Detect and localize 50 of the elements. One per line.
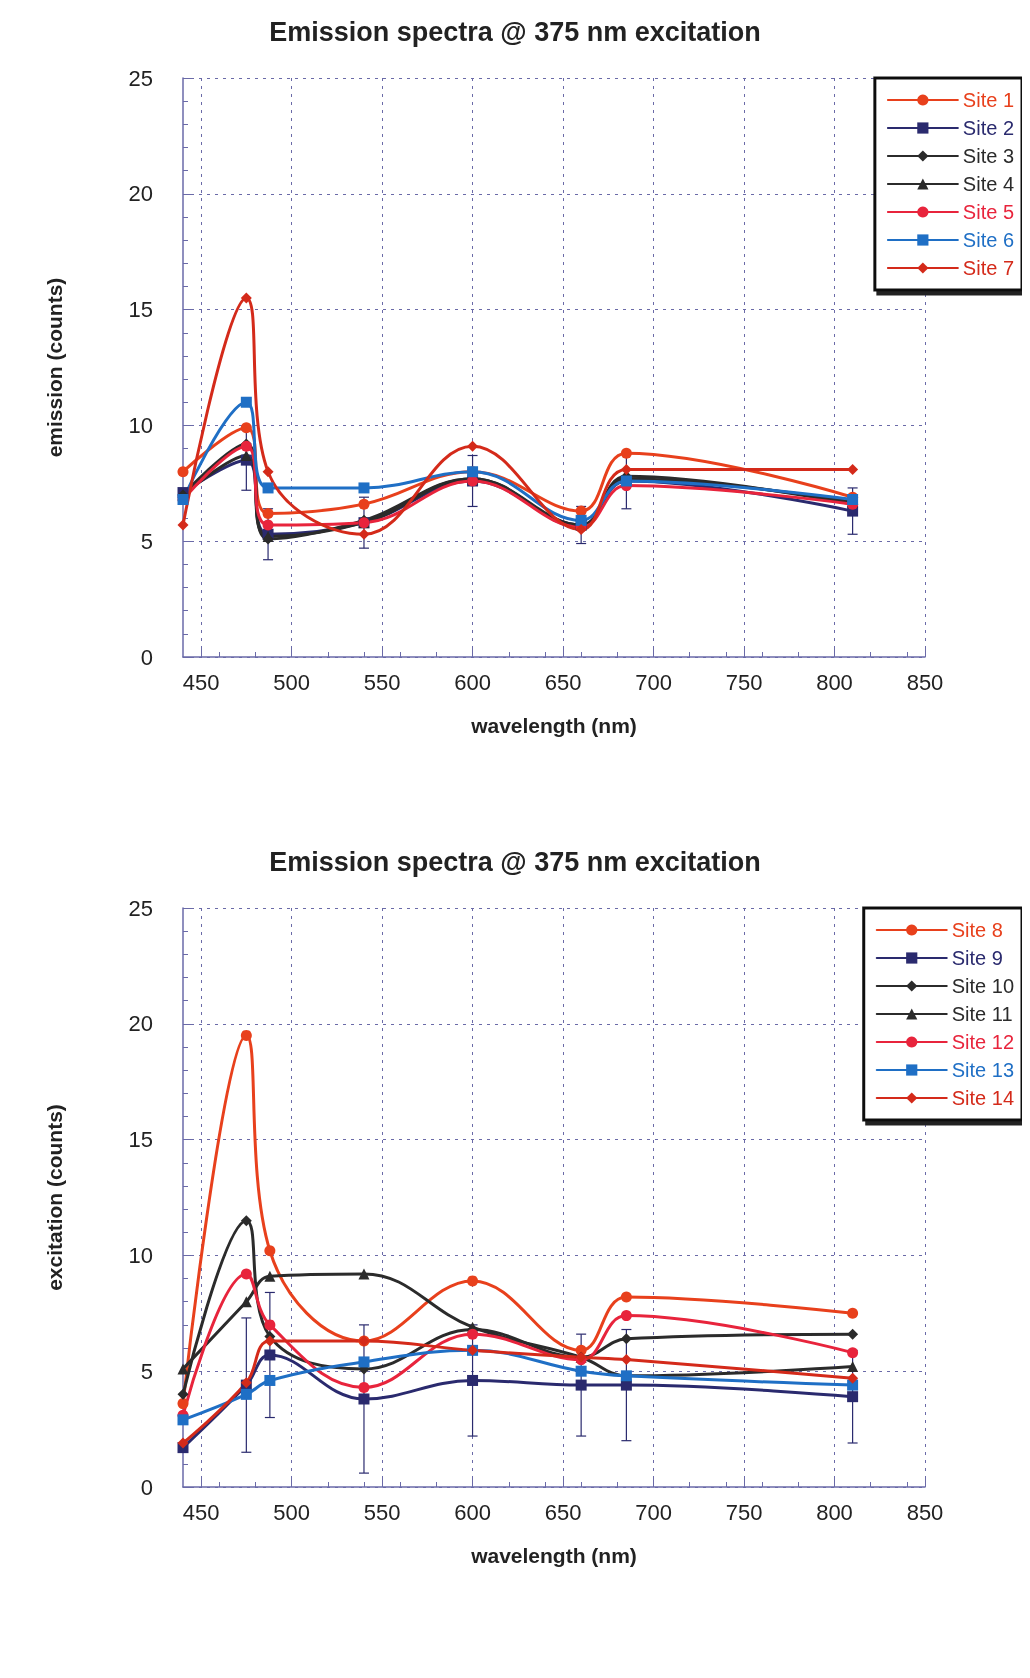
x-tick-label: 850 — [906, 1499, 944, 1525]
legend-label: Site 1 — [962, 89, 1015, 111]
x-tick-label: 750 — [725, 1499, 763, 1525]
legend-label: Site 14 — [951, 1087, 1014, 1109]
x-tick-label: 550 — [363, 1499, 401, 1525]
y-tick-label: 0 — [140, 644, 153, 670]
legend-label: Site 9 — [951, 947, 1003, 969]
x-axis-title: wavelength (nm) — [470, 714, 637, 737]
legend-label: Site 5 — [962, 201, 1015, 223]
y-tick-label: 25 — [128, 65, 153, 91]
x-tick-label: 700 — [635, 669, 672, 695]
y-tick-label: 10 — [128, 412, 153, 438]
y-axis-title: excitation (counts) — [43, 1104, 66, 1291]
x-tick-label: 650 — [544, 1499, 582, 1525]
chart-title: Emission spectra @ 375 nm excitation — [269, 846, 761, 877]
x-tick-label: 750 — [725, 669, 763, 695]
y-tick-label: 15 — [128, 297, 153, 323]
legend-label: Site 11 — [951, 1003, 1013, 1025]
legend-label: Site 10 — [951, 975, 1014, 997]
y-axis-title: emission (counts) — [43, 277, 66, 458]
x-tick-label: 450 — [182, 1499, 220, 1525]
legend-label: Site 12 — [951, 1031, 1014, 1053]
x-tick-label: 600 — [454, 669, 491, 695]
legend-label: Site 4 — [962, 173, 1015, 195]
legend-label: Site 8 — [951, 919, 1003, 941]
x-tick-label: 500 — [273, 1499, 310, 1525]
legend-label: Site 3 — [962, 145, 1015, 167]
x-tick-label: 600 — [454, 1499, 491, 1525]
legend-label: Site 2 — [962, 117, 1015, 139]
y-tick-label: 5 — [140, 1358, 153, 1384]
x-tick-label: 800 — [816, 669, 853, 695]
y-tick-label: 0 — [140, 1474, 153, 1500]
y-tick-label: 20 — [128, 181, 153, 207]
y-tick-label: 15 — [128, 1127, 153, 1153]
y-tick-label: 25 — [128, 895, 153, 921]
chart-title: Emission spectra @ 375 nm excitation — [269, 16, 761, 47]
x-tick-label: 800 — [816, 1499, 853, 1525]
x-tick-label: 650 — [544, 669, 582, 695]
x-tick-label: 450 — [182, 669, 220, 695]
y-tick-label: 20 — [128, 1011, 153, 1037]
x-tick-label: 500 — [273, 669, 310, 695]
legend-label: Site 13 — [951, 1059, 1014, 1081]
x-tick-label: 550 — [363, 669, 401, 695]
y-tick-label: 5 — [140, 528, 153, 554]
y-tick-label: 10 — [128, 1242, 153, 1268]
x-tick-label: 850 — [906, 669, 944, 695]
legend-label: Site 6 — [962, 229, 1015, 251]
legend-label: Site 7 — [962, 257, 1015, 279]
x-tick-label: 700 — [635, 1499, 672, 1525]
x-axis-title: wavelength (nm) — [470, 1544, 637, 1567]
